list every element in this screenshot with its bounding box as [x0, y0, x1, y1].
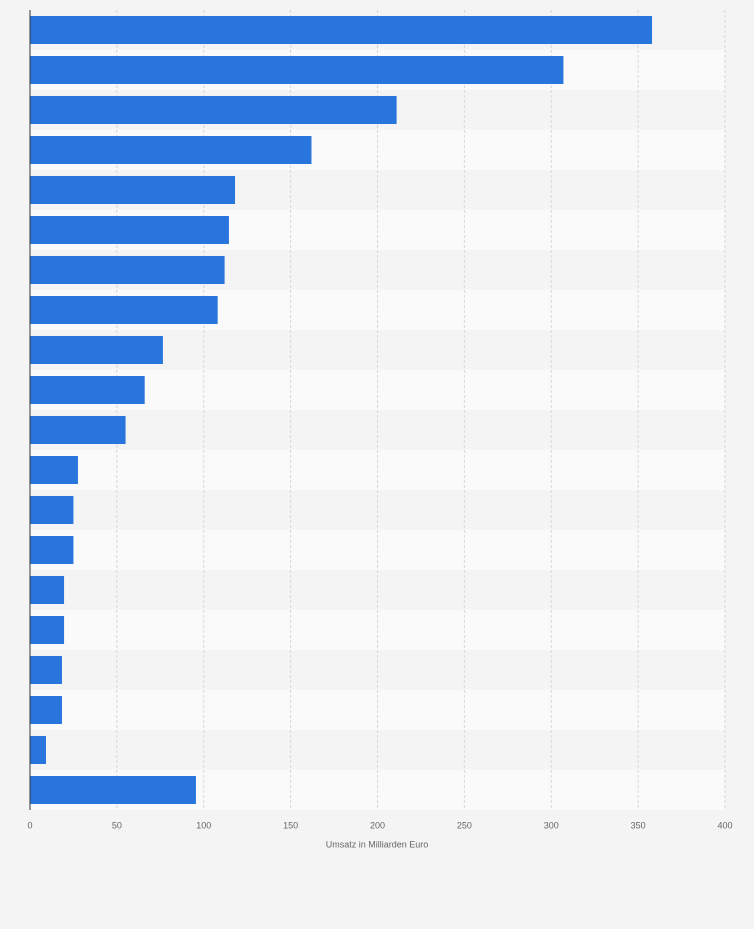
- bar: [30, 96, 397, 124]
- x-axis-label: Umsatz in Milliarden Euro: [326, 839, 429, 849]
- bar: [30, 56, 564, 84]
- x-tick-label: 350: [631, 820, 646, 830]
- bar: [30, 616, 65, 644]
- bar: [30, 336, 163, 364]
- bar: [30, 256, 225, 284]
- bar: [30, 696, 62, 724]
- x-tick-label: 200: [370, 820, 385, 830]
- bar: [30, 136, 312, 164]
- x-tick-label: 50: [112, 820, 122, 830]
- bar: [30, 496, 74, 524]
- bar: [30, 216, 229, 244]
- x-tick-label: 100: [196, 820, 211, 830]
- bar: [30, 536, 74, 564]
- bar: [30, 16, 653, 44]
- bar: [30, 656, 62, 684]
- bar: [30, 176, 236, 204]
- x-tick-label: 250: [457, 820, 472, 830]
- bar: [30, 376, 145, 404]
- x-tick-label: 400: [717, 820, 732, 830]
- bar: [30, 456, 78, 484]
- x-tick-label: 150: [283, 820, 298, 830]
- bar: [30, 736, 46, 764]
- x-tick-label: 0: [27, 820, 32, 830]
- bar: [30, 296, 218, 324]
- x-tick-label: 300: [544, 820, 559, 830]
- bar: [30, 776, 196, 804]
- bar: [30, 576, 65, 604]
- bar: [30, 416, 126, 444]
